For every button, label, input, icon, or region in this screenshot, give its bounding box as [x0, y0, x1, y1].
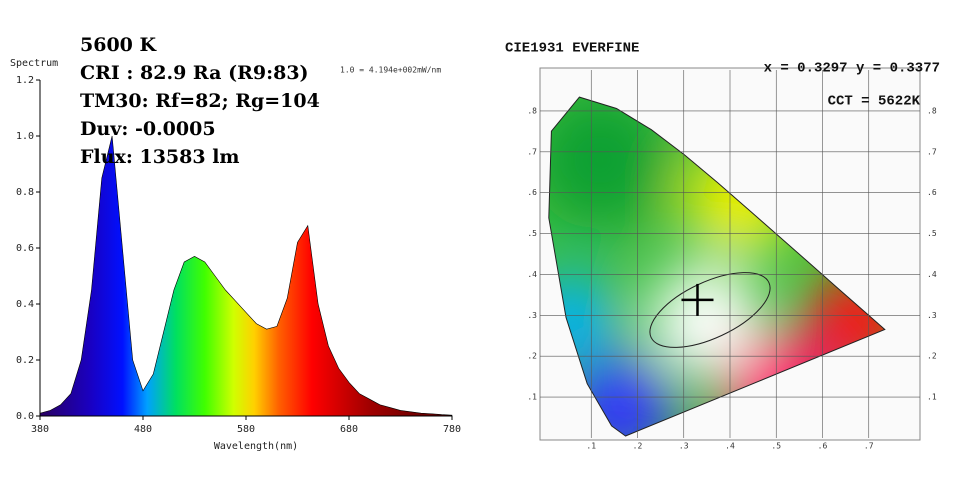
cie-diagram: .1 .2 .3 .4 .5 .6 .7 .1 .1 .2 .2 .3 .3 .4 .4 .5 .5 .6 .6 .7… [505, 41, 940, 451]
y-tick-label: 1.0 [16, 131, 34, 142]
y-tick-label: 0.2 [16, 355, 34, 366]
y-tick-label: 0.4 [16, 299, 34, 310]
y-tick-label-right: .2 [927, 352, 937, 361]
scale-note: 1.0 = 4.194e+002mW/nm [340, 66, 441, 75]
y-tick-label: 0.0 [16, 411, 34, 422]
x-tick-label: 680 [340, 424, 358, 435]
diagram-title: CIE1931 EVERFINE [505, 41, 639, 57]
x-tick-label: 780 [443, 424, 461, 435]
chromaticity-point [681, 283, 714, 316]
y-tick-label: .4 [527, 270, 537, 279]
spectral-locus [548, 96, 886, 437]
annotation: TM30: Rf=82; Rg=104 [80, 90, 320, 112]
x-axis-label: Wavelength(nm) [214, 441, 298, 452]
x-tick-label: 480 [134, 424, 152, 435]
x-tick-label: .6 [818, 442, 828, 451]
y-axis-label: Spectrum [10, 58, 58, 69]
annotation: 5600 K [80, 34, 157, 56]
y-tick-label: .7 [527, 147, 537, 156]
y-tick-label: 0.6 [16, 243, 34, 254]
y-tick-label-right: .6 [927, 188, 937, 197]
y-tick-label: 0.8 [16, 187, 34, 198]
x-tick-label: .7 [864, 442, 874, 451]
y-tick-label: .8 [527, 106, 537, 115]
cct: CCT = 5622K [828, 94, 921, 110]
coordinates: x = 0.3297 y = 0.3377 [764, 61, 940, 77]
x-tick-label: 580 [237, 424, 255, 435]
y-tick-label-right: .8 [927, 106, 937, 115]
y-tick-label-right: .3 [927, 311, 937, 320]
spectrum-chart: 0.0 0.2 0.4 0.6 0.8 1.0 1.2 380 480 580 680 780 Spec… [10, 34, 461, 452]
y-tick-label: .3 [527, 311, 537, 320]
spectrum-area [39, 135, 453, 417]
x-tick-label: 380 [31, 424, 49, 435]
x-tick-label: .5 [771, 442, 781, 451]
y-tick-label-right: .5 [927, 229, 937, 238]
annotation: CRI : 82.9 Ra (R9:83) [80, 62, 309, 84]
annotation: Flux: 13583 lm [80, 146, 240, 168]
y-tick-label-right: .1 [927, 393, 937, 402]
y-tick-label: .1 [527, 393, 537, 402]
y-tick-label: .2 [527, 352, 537, 361]
y-tick-label-right: .7 [927, 147, 937, 156]
x-tick-label: .1 [586, 442, 596, 451]
y-tick-label: .5 [527, 229, 537, 238]
y-tick-label-right: .4 [927, 270, 937, 279]
x-tick-label: .3 [679, 442, 689, 451]
y-tick-label: .6 [527, 188, 537, 197]
x-tick-label: .4 [725, 442, 735, 451]
annotation: Duv: -0.0005 [80, 118, 216, 140]
y-tick-label: 1.2 [16, 75, 34, 86]
x-tick-label: .2 [633, 442, 643, 451]
